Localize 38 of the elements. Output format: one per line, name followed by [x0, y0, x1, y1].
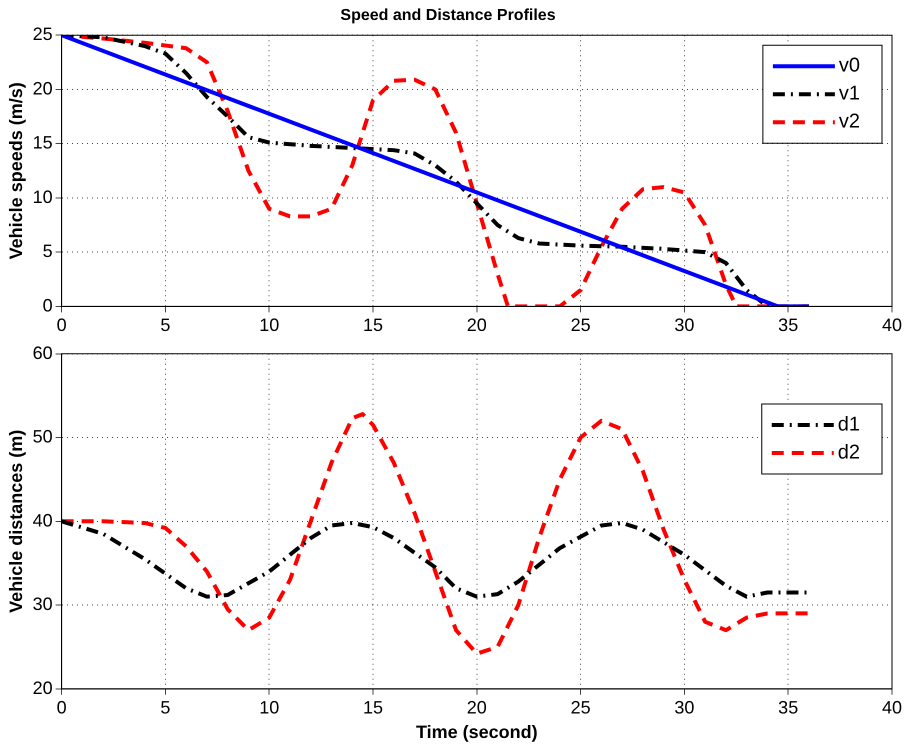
y-axis-title: Vehicle speeds (m/s): [6, 82, 26, 260]
y-axis-title: Vehicle distances (m): [6, 430, 26, 613]
legend-label: v2: [838, 110, 860, 133]
x-tick-label: 15: [363, 315, 384, 336]
y-tick-label: 5: [42, 241, 53, 262]
x-tick-label: 15: [363, 698, 384, 718]
legend-label: v0: [838, 54, 860, 77]
x-tick-label: 25: [570, 698, 591, 718]
x-tick-label: 0: [56, 315, 67, 336]
x-tick-label: 5: [160, 698, 170, 718]
x-tick-label: 5: [160, 315, 170, 336]
y-tick-label: 30: [32, 594, 53, 614]
x-tick-label: 40: [882, 315, 902, 336]
x-axis-title: Time (second): [416, 722, 538, 742]
x-tick-label: 35: [778, 315, 798, 336]
x-tick-label: 35: [778, 698, 798, 718]
legend-label: d1: [838, 414, 860, 436]
y-tick-label: 40: [32, 510, 53, 530]
x-tick-label: 0: [56, 698, 67, 718]
x-tick-label: 30: [674, 698, 694, 718]
y-tick-label: 20: [32, 78, 53, 98]
x-tick-label: 20: [466, 315, 487, 336]
chart-title: Speed and Distance Profiles: [340, 7, 556, 24]
y-tick-label: 15: [32, 132, 53, 153]
legend-label: v1: [838, 82, 860, 105]
y-tick-label: 50: [32, 426, 53, 447]
y-tick-label: 25: [32, 24, 53, 44]
x-tick-label: 10: [259, 698, 280, 718]
y-tick-label: 20: [32, 678, 53, 698]
x-tick-label: 25: [570, 315, 591, 336]
y-tick-label: 60: [32, 342, 53, 363]
y-tick-label: 10: [32, 186, 53, 207]
x-tick-label: 10: [259, 315, 280, 336]
x-tick-label: 20: [466, 698, 487, 718]
legend-label: d2: [838, 442, 860, 464]
y-tick-label: 0: [42, 295, 53, 316]
x-tick-label: 30: [674, 315, 694, 336]
x-tick-label: 40: [882, 698, 902, 718]
